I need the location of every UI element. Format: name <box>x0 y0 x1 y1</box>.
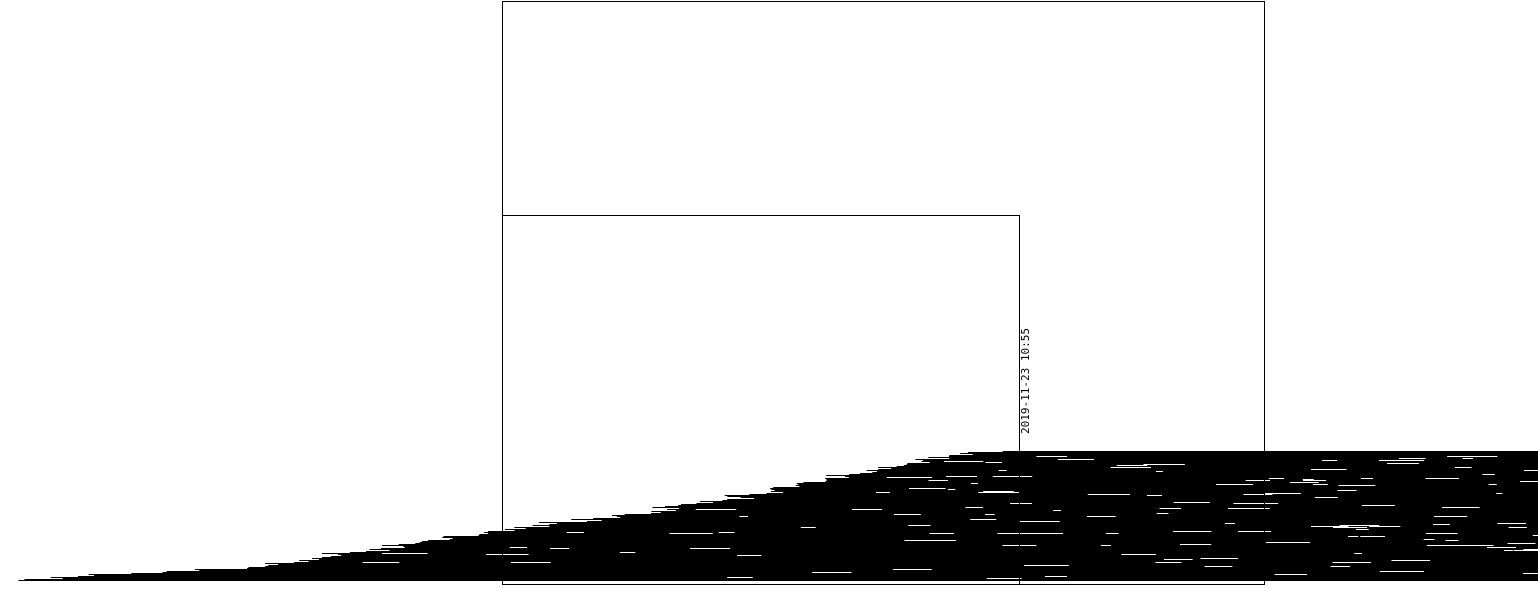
timestamp-label: 2019-11-23 10:55 <box>1019 328 1032 434</box>
line-bundle <box>18 451 1538 581</box>
inner-frame <box>502 215 1020 585</box>
